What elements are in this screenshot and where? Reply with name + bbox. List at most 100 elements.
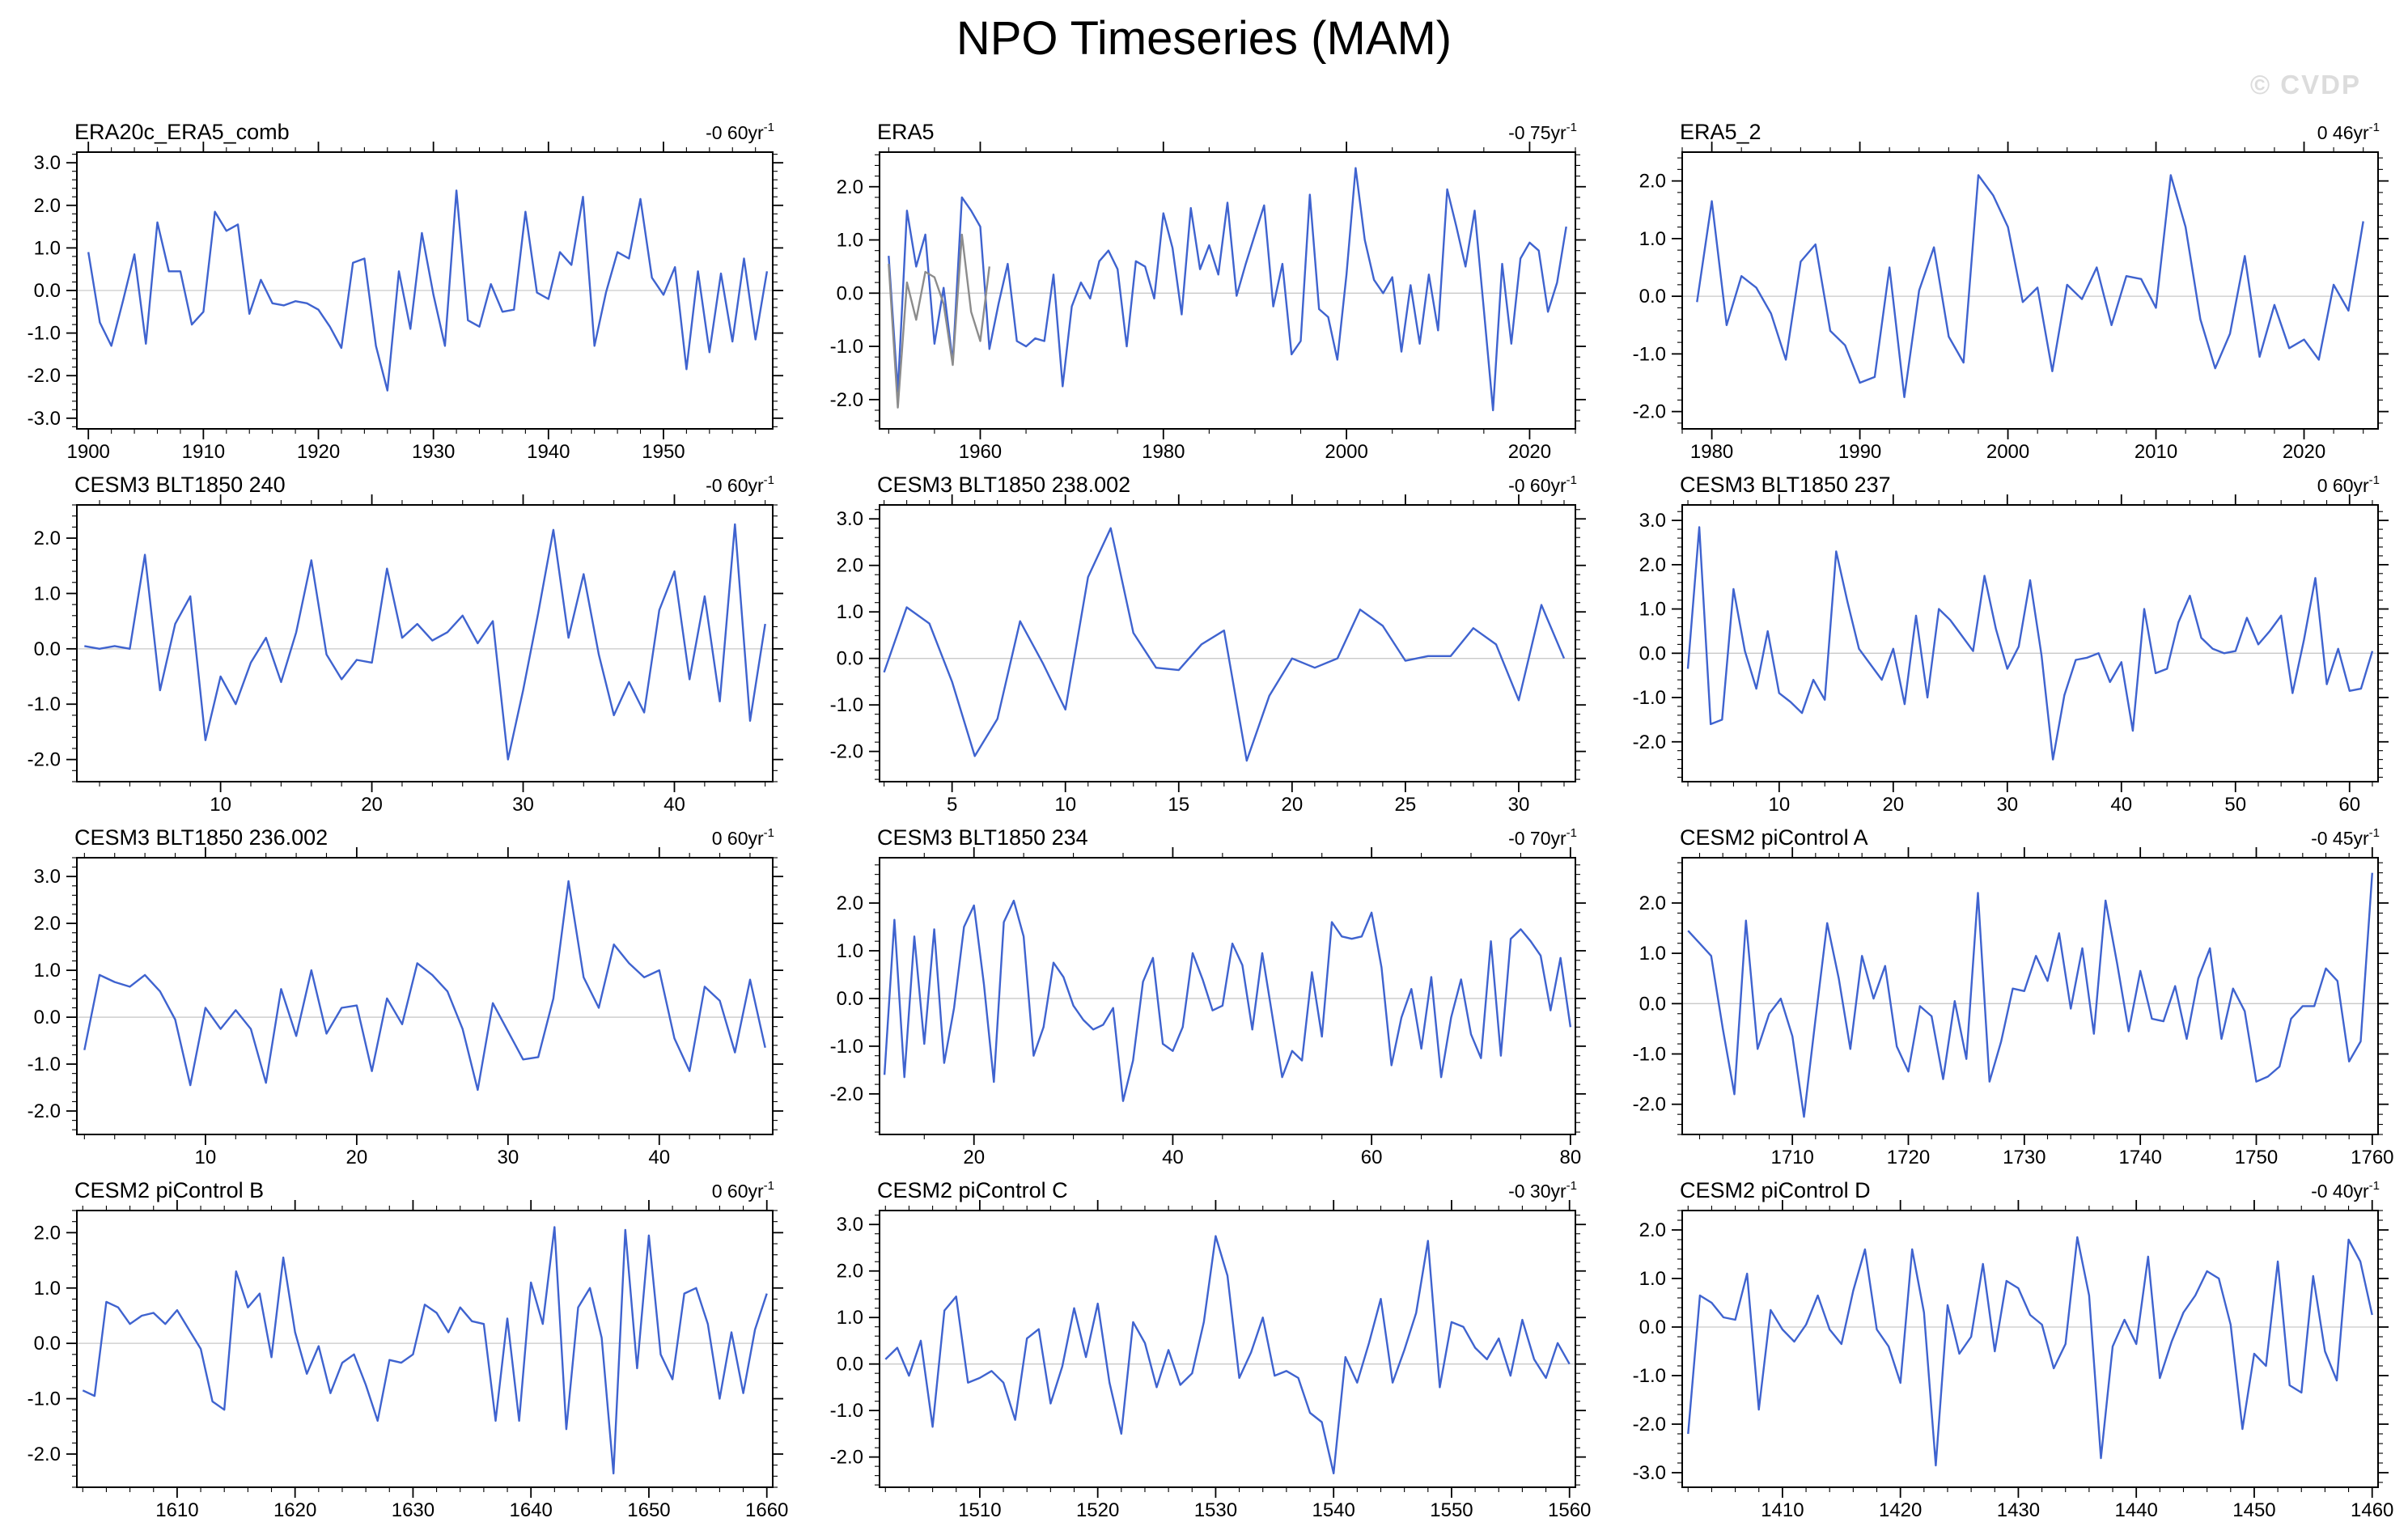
y-ticks	[66, 857, 783, 1130]
y-tick-label: -2.0	[28, 1100, 61, 1122]
plot-frame	[1681, 151, 2379, 430]
plot-frame	[76, 1210, 774, 1488]
x-tick-label: 1630	[392, 1499, 435, 1521]
x-tick-label: 1460	[2351, 1499, 2393, 1521]
y-ticks	[1672, 157, 2389, 424]
series-line	[1687, 872, 2373, 1118]
y-tick-label: 0.0	[34, 280, 61, 302]
panel-title: CESM3 BLT1850 234	[877, 825, 1088, 850]
x-tick-label: 40	[663, 794, 685, 816]
x-tick-label: 10	[210, 794, 231, 816]
x-ticks	[884, 1200, 1571, 1498]
trend-label: -0 60yr-1	[706, 473, 774, 496]
y-tick-label: 3.0	[837, 1214, 863, 1236]
trend-label: -0 45yr-1	[2311, 826, 2380, 849]
x-tick-label: 20	[1882, 794, 1904, 816]
x-tick-label: 1620	[273, 1499, 316, 1521]
timeseries-panel-6: CESM3 BLT1850 237 0 60yr-1 10 20 30 40 50 60 -2.…	[1605, 466, 2408, 819]
series-line	[87, 189, 769, 392]
x-tick-label: 1430	[1997, 1499, 2040, 1521]
y-tick-label: 2.0	[34, 528, 61, 549]
x-tick-label: 20	[963, 1147, 985, 1168]
y-tick-label: -2.0	[28, 365, 61, 387]
y-tick-label: -1.0	[1633, 687, 1666, 709]
x-tick-label: 1930	[412, 441, 455, 463]
x-tick-label: 1610	[155, 1499, 198, 1521]
x-tick-label: 1420	[1879, 1499, 1922, 1521]
y-ticks	[1672, 862, 2389, 1135]
y-tick-label: -1.0	[830, 336, 863, 358]
x-tick-label: 15	[1168, 794, 1189, 816]
y-tick-label: 0.0	[1639, 1317, 1666, 1338]
secondary-series-line	[888, 233, 990, 409]
x-tick-label: 1550	[1430, 1499, 1473, 1521]
y-tick-label: 3.0	[34, 866, 61, 888]
x-ticks	[888, 142, 1576, 439]
trend-label: -0 70yr-1	[1508, 826, 1577, 849]
trend-label: -0 30yr-1	[1508, 1179, 1577, 1202]
x-tick-label: 1520	[1076, 1499, 1119, 1521]
y-tick-label: -1.0	[28, 323, 61, 345]
line-chart-svg: ERA5 -0 75yr-1 1960 1980 2000 2020 -2.0 -1.0 0.0…	[830, 120, 1586, 463]
trend-label: -0 75yr-1	[1508, 121, 1577, 143]
plot-frame	[1681, 1210, 2379, 1488]
x-ticks	[1687, 1200, 2373, 1498]
x-tick-label: 1530	[1194, 1499, 1237, 1521]
x-ticks	[99, 494, 766, 792]
cvdp-watermark: © CVDP	[2249, 70, 2361, 100]
series-line	[1686, 526, 2374, 761]
y-tick-label: 1.0	[1639, 599, 1666, 621]
y-tick-label: -1.0	[1633, 1365, 1666, 1387]
x-tick-label: 1940	[527, 441, 570, 463]
y-tick-label: 0.0	[837, 282, 863, 304]
plot-frame	[879, 857, 1576, 1135]
y-tick-label: 2.0	[34, 1222, 61, 1244]
panel-title: ERA20c_ERA5_comb	[74, 120, 290, 144]
x-tick-label: 1990	[1838, 441, 1881, 463]
y-tick-label: -1.0	[1633, 1044, 1666, 1066]
x-tick-label: 60	[2338, 794, 2360, 816]
y-tick-label: -2.0	[28, 749, 61, 771]
y-tick-label: 2.0	[837, 555, 863, 577]
x-tick-label: 10	[1768, 794, 1790, 816]
y-tick-label: -2.0	[1633, 401, 1666, 423]
x-tick-label: 30	[1996, 794, 2018, 816]
series-line	[83, 880, 766, 1092]
x-tick-label: 1900	[67, 441, 110, 463]
x-tick-label: 1950	[642, 441, 685, 463]
x-tick-label: 2020	[2283, 441, 2325, 463]
x-ticks	[82, 1200, 768, 1498]
x-tick-label: 1960	[959, 441, 1002, 463]
x-tick-label: 1760	[2351, 1147, 2393, 1168]
series-line	[884, 1235, 1571, 1474]
line-chart-svg: CESM2 piControl A -0 45yr-1 1710 1720 1730 17…	[1633, 825, 2394, 1168]
series-line	[888, 167, 1567, 412]
x-tick-label: 1540	[1312, 1499, 1354, 1521]
y-tick-label: 0.0	[837, 988, 863, 1010]
y-tick-label: 2.0	[1639, 171, 1666, 193]
y-tick-label: -1.0	[1633, 343, 1666, 365]
plot-frame	[76, 151, 774, 430]
x-tick-label: 30	[497, 1147, 519, 1168]
y-tick-label: -3.0	[28, 408, 61, 430]
x-tick-label: 1440	[2114, 1499, 2157, 1521]
y-tick-label: 2.0	[1639, 554, 1666, 576]
y-tick-label: 1.0	[837, 601, 863, 623]
y-tick-label: 2.0	[837, 1261, 863, 1283]
x-tick-label: 1720	[1887, 1147, 1930, 1168]
panel-title: CESM2 piControl A	[1680, 825, 1868, 850]
y-tick-label: 1.0	[837, 1307, 863, 1329]
y-tick-label: 2.0	[1639, 893, 1666, 914]
timeseries-panel-5: CESM3 BLT1850 238.002 -0 60yr-1 5 10 15 20 25 3…	[803, 466, 1605, 819]
x-tick-label: 1910	[182, 441, 225, 463]
y-tick-label: 3.0	[1639, 510, 1666, 532]
y-tick-label: -2.0	[830, 1447, 863, 1469]
series-line	[1687, 1236, 2373, 1467]
x-tick-label: 1660	[745, 1499, 788, 1521]
y-tick-label: 2.0	[34, 913, 61, 935]
timeseries-panel-10: CESM2 piControl B 0 60yr-1 1610 1620 1630 164…	[0, 1172, 803, 1524]
y-ticks	[66, 504, 783, 782]
line-chart-svg: CESM3 BLT1850 237 0 60yr-1 10 20 30 40 50 60 -2.…	[1633, 473, 2389, 816]
page-title: NPO Timeseries (MAM)	[956, 12, 1452, 65]
line-chart-svg: CESM2 piControl C -0 30yr-1 1510 1520 1530 15…	[830, 1178, 1592, 1521]
